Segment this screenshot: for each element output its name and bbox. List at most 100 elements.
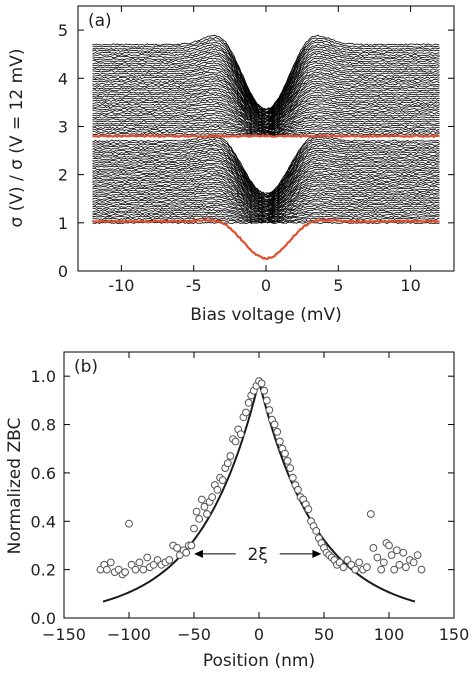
panel-b-points [96, 377, 426, 579]
a-ytick-label: 4 [58, 69, 68, 88]
spectrum-line [92, 198, 440, 216]
data-point [131, 565, 140, 574]
spectrum-line [92, 176, 440, 209]
data-point [366, 510, 375, 518]
data-point [197, 495, 206, 504]
spectrum-line [92, 181, 440, 211]
data-point [385, 541, 393, 550]
spectrum-line [92, 147, 440, 199]
panel-b-ylabel: Normalized ZBC [5, 418, 25, 555]
spectrum-line [92, 34, 440, 110]
data-point [260, 386, 269, 395]
b-ytick-label: 0.8 [31, 416, 56, 435]
data-point [355, 558, 364, 567]
data-point [103, 565, 111, 574]
panel-a-curves [91, 34, 440, 261]
spectrum-line [92, 187, 440, 213]
spectrum-line [92, 62, 440, 118]
data-point [351, 565, 360, 574]
data-point [402, 563, 410, 572]
data-point [369, 544, 378, 552]
data-point [257, 379, 266, 388]
data-point [304, 505, 313, 514]
data-point [379, 558, 388, 567]
spectrum-line [92, 161, 440, 204]
spectrum-line [92, 96, 440, 127]
data-point [125, 519, 133, 528]
b-xtick-label: 150 [439, 625, 470, 644]
b-ytick-label: 0.2 [31, 561, 56, 580]
spectrum-line [92, 128, 440, 136]
spectrum-line [92, 73, 440, 121]
data-point [409, 558, 418, 567]
data-point [143, 553, 152, 562]
b-ytick-label: 0.0 [31, 609, 56, 628]
data-point [165, 556, 174, 564]
data-point [139, 565, 148, 574]
spectrum-line [92, 107, 440, 130]
b-xtick-label: 0 [254, 625, 264, 644]
data-point [262, 396, 271, 405]
b-xtick-label: 50 [314, 625, 334, 644]
spectrum-line [92, 151, 440, 201]
spectrum-line [92, 68, 440, 120]
data-point [244, 398, 253, 407]
spectrum-line [92, 155, 440, 202]
panel-a-label: (a) [88, 11, 112, 31]
data-point [192, 507, 201, 516]
spectrum-line [92, 217, 440, 223]
data-point [373, 553, 382, 562]
data-point [218, 476, 227, 485]
highlighted-spectrum-line [92, 133, 440, 139]
data-point [173, 544, 182, 552]
spectrum-line [92, 192, 440, 214]
data-point [392, 546, 401, 555]
spectrum-line [92, 52, 440, 115]
xi-annotation: 2ξ [194, 545, 322, 565]
spectrum-line [92, 134, 440, 194]
data-point [339, 563, 348, 572]
data-point [286, 464, 295, 473]
data-point [417, 565, 426, 574]
spectrum-line [92, 116, 440, 133]
data-point [395, 560, 404, 569]
data-point [413, 551, 422, 559]
data-point [399, 548, 408, 557]
b-ytick-label: 1.0 [31, 367, 56, 386]
spectrum-line [92, 140, 440, 197]
data-point [195, 515, 204, 523]
data-point [208, 493, 217, 502]
data-point [121, 568, 129, 576]
spectrum-line [92, 84, 440, 124]
data-point [231, 437, 240, 446]
panel-b: −150 −100 −50 0 50 100 150 0.0 0.2 0.4 0.6 0.8 1.0 2… [5, 351, 470, 671]
data-point [363, 563, 371, 572]
a-ytick-label: 3 [58, 117, 68, 136]
data-point [387, 551, 396, 559]
data-point [223, 459, 232, 468]
panel-a: -10 -5 0 5 10 0 1 2 3 4 5 (a) Bias voltage (mV) σ … [7, 5, 455, 325]
data-point [226, 452, 235, 460]
spectrum-line [92, 213, 440, 221]
spectrum-line [92, 101, 440, 128]
data-point [187, 541, 196, 550]
data-point [281, 449, 289, 458]
a-xtick-label: 0 [261, 276, 271, 295]
data-point [265, 406, 274, 414]
panel-b-label: (b) [74, 357, 98, 377]
a-xtick-label: 10 [400, 276, 420, 295]
a-ytick-label: 2 [58, 166, 68, 185]
spectrum-line [92, 172, 440, 207]
b-ytick-label: 0.6 [31, 464, 56, 483]
spectrum-line [92, 206, 440, 219]
data-point [275, 437, 284, 446]
data-point [200, 502, 209, 511]
spectrum-line [92, 89, 440, 125]
panel-a-frame [77, 5, 455, 272]
data-point [203, 510, 211, 518]
spectrum-line [92, 80, 440, 123]
b-ytick-label: 0.4 [31, 512, 56, 531]
highlighted-spectrum-line [91, 218, 440, 261]
data-point [270, 420, 279, 429]
